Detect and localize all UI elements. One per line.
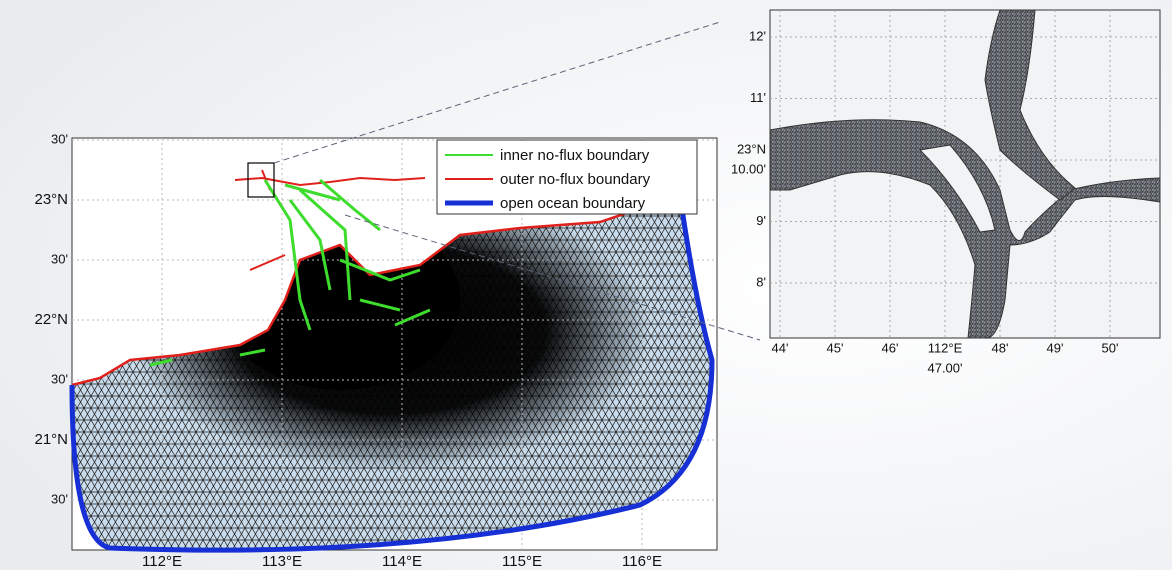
y-tick-label: 11' xyxy=(750,90,766,105)
x-tick-label: 113°E xyxy=(262,553,302,570)
x-tick-label: 44' xyxy=(772,340,789,355)
x-tick-label: 112°E xyxy=(142,553,182,570)
y-tick-label: 8' xyxy=(756,274,766,289)
x-tick-label: 116°E xyxy=(622,553,662,570)
x-tick-label: 112°E xyxy=(928,340,963,355)
x-tick-label: 47.00' xyxy=(927,360,962,375)
legend-label: open ocean boundary xyxy=(500,195,646,212)
y-tick-label: 12' xyxy=(749,28,766,43)
y-tick-label: 23°N xyxy=(737,141,766,156)
y-tick-label: 9' xyxy=(756,213,766,228)
y-tick-label: 22°N xyxy=(34,311,68,328)
legend-label: outer no-flux boundary xyxy=(500,171,651,188)
x-tick-label: 115°E xyxy=(502,553,542,570)
x-tick-label: 45' xyxy=(827,340,844,355)
legend: inner no-flux boundary outer no-flux bou… xyxy=(437,140,697,214)
x-tick-label: 49' xyxy=(1047,340,1064,355)
figure: inner no-flux boundary outer no-flux bou… xyxy=(0,0,1172,570)
x-tick-label: 48' xyxy=(992,340,1009,355)
legend-label: inner no-flux boundary xyxy=(500,147,650,164)
y-tick-label: 30' xyxy=(51,491,68,506)
y-tick-label: 30' xyxy=(51,251,68,266)
y-tick-label: 30' xyxy=(51,131,68,146)
y-tick-label: 10.00' xyxy=(731,161,766,176)
x-tick-label: 46' xyxy=(882,340,899,355)
y-tick-label: 23°N xyxy=(34,191,68,208)
y-tick-label: 30' xyxy=(51,371,68,386)
y-tick-label: 21°N xyxy=(34,431,68,448)
x-tick-label: 114°E xyxy=(382,553,422,570)
x-tick-label: 50' xyxy=(1102,340,1119,355)
